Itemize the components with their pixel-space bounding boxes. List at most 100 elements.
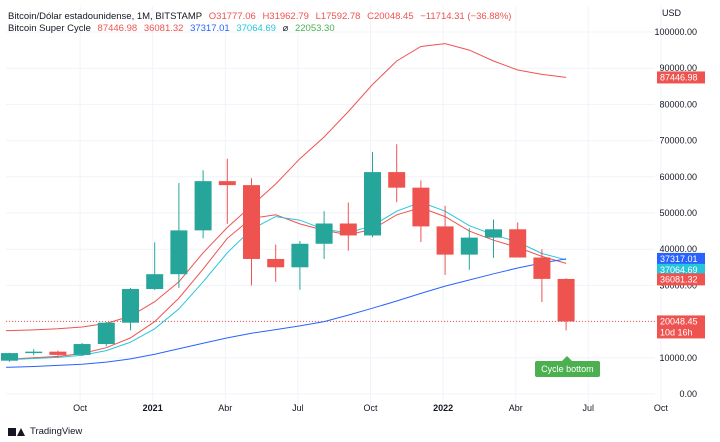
candle[interactable] xyxy=(243,178,260,286)
candle[interactable] xyxy=(291,240,309,290)
price-tag-text: 10d 16h xyxy=(660,327,693,337)
candle-body[interactable] xyxy=(49,351,67,355)
price-tag-text: 20048.45 xyxy=(660,316,698,326)
candle[interactable] xyxy=(146,242,164,291)
candle-body[interactable] xyxy=(291,243,309,268)
axes: 0.0010000.0020000.0030000.0040000.005000… xyxy=(73,8,705,413)
candle[interactable] xyxy=(1,352,18,362)
candle[interactable] xyxy=(412,180,430,242)
y-tick-label: 100000.00 xyxy=(654,27,697,37)
candle-body[interactable] xyxy=(557,278,575,322)
candle[interactable] xyxy=(364,151,381,238)
candle-body[interactable] xyxy=(218,181,236,186)
candle[interactable] xyxy=(533,249,551,303)
candle-body[interactable] xyxy=(339,223,357,236)
x-tick-label: Oct xyxy=(363,403,378,413)
legend-high: H31962.79 xyxy=(262,11,309,22)
price-tag-bg xyxy=(657,326,705,339)
y-tick-label: 40000.00 xyxy=(659,244,697,254)
price-tag[interactable]: 20048.45 xyxy=(657,315,705,328)
price-tag-bg xyxy=(657,263,705,276)
price-tag-bg xyxy=(657,315,705,328)
candle[interactable] xyxy=(485,219,502,258)
price-tag[interactable]: 87446.98 xyxy=(657,71,705,84)
indicator-diameter-symbol: ⌀ xyxy=(282,23,289,34)
candle[interactable] xyxy=(557,278,575,331)
price-tag-bg xyxy=(657,252,705,265)
candles xyxy=(1,144,575,362)
tradingview-brand-text: TradingView xyxy=(30,426,83,437)
candle-body[interactable] xyxy=(122,289,139,323)
candle-body[interactable] xyxy=(146,274,164,290)
candle[interactable] xyxy=(218,158,236,224)
candle[interactable] xyxy=(170,182,188,288)
candle[interactable] xyxy=(460,228,478,270)
candle-body[interactable] xyxy=(485,229,502,238)
y-tick-label: 60000.00 xyxy=(659,172,697,182)
candle-body[interactable] xyxy=(73,344,91,355)
x-tick-label: Oct xyxy=(654,403,669,413)
candle-body[interactable] xyxy=(97,322,115,345)
y-tick-label: 30000.00 xyxy=(659,280,697,290)
y-tick-label: 10000.00 xyxy=(659,353,697,363)
price-tag[interactable]: 37064.69 xyxy=(657,263,705,276)
x-tick-label: 2021 xyxy=(143,403,163,413)
candle[interactable] xyxy=(267,244,285,282)
candle-body[interactable] xyxy=(412,187,430,227)
candle[interactable] xyxy=(25,349,43,356)
candle[interactable] xyxy=(73,342,91,356)
x-tick-label: Jul xyxy=(292,403,304,413)
candle[interactable] xyxy=(339,202,357,251)
candle-body[interactable] xyxy=(243,185,260,259)
price-tag[interactable]: 36081.32 xyxy=(657,273,705,286)
candle[interactable] xyxy=(194,170,212,239)
price-tag-bg xyxy=(657,273,705,286)
indicator-line-upper xyxy=(6,43,567,332)
cycle-bottom-label[interactable]: Cycle bottom xyxy=(535,356,600,378)
candle[interactable] xyxy=(388,144,406,203)
candle-body[interactable] xyxy=(194,181,212,231)
price-tag-text: 36081.32 xyxy=(660,274,698,284)
indicator-lines xyxy=(6,43,567,368)
candle-body[interactable] xyxy=(509,229,527,258)
price-tag[interactable]: 10d 16h xyxy=(657,326,705,339)
candle-body[interactable] xyxy=(460,237,478,255)
y-tick-label: 50000.00 xyxy=(659,208,697,218)
candle-body[interactable] xyxy=(1,353,18,361)
candle-body[interactable] xyxy=(25,351,43,354)
indicator-value-upper: 87446.98 xyxy=(97,23,138,34)
indicator-value-long: 37317.01 xyxy=(190,23,230,34)
candle-body[interactable] xyxy=(533,257,551,279)
price-tag-text: 37317.01 xyxy=(660,254,698,264)
candle-body[interactable] xyxy=(436,226,454,255)
candle[interactable] xyxy=(49,350,67,358)
indicator-line-long xyxy=(6,258,567,368)
candle[interactable] xyxy=(122,287,139,331)
indicator-name[interactable]: Bitcoin Super Cycle xyxy=(8,23,91,34)
candle-body[interactable] xyxy=(364,172,381,236)
candle[interactable] xyxy=(97,321,115,347)
x-tick-label: Abr xyxy=(509,403,523,413)
candle-body[interactable] xyxy=(170,230,188,275)
candle-body[interactable] xyxy=(315,223,333,244)
price-tag[interactable]: 37317.01 xyxy=(657,252,705,265)
candle[interactable] xyxy=(509,222,527,258)
indicator-legend: Bitcoin Super Cycle 87446.98 36081.32 37… xyxy=(8,22,339,35)
price-tag-text: 37064.69 xyxy=(660,265,698,275)
candle[interactable] xyxy=(436,205,454,275)
candle[interactable] xyxy=(315,211,333,259)
y-tick-label: 70000.00 xyxy=(659,136,697,146)
x-tick-label: Abr xyxy=(218,403,232,413)
symbol-name[interactable]: Bitcoin/Dólar estadounidense, 1M, BITSTA… xyxy=(8,11,203,22)
x-tick-label: Jul xyxy=(583,403,595,413)
symbol-legend: Bitcoin/Dólar estadounidense, 1M, BITSTA… xyxy=(8,10,515,23)
grid xyxy=(6,6,662,408)
price-tag-text: 87446.98 xyxy=(660,72,698,82)
currency-label: USD xyxy=(662,8,682,18)
footer-brand[interactable]: TradingView xyxy=(8,426,82,437)
candle-body[interactable] xyxy=(388,172,406,188)
candle-body[interactable] xyxy=(267,258,285,268)
x-tick-label: 2022 xyxy=(433,403,453,413)
